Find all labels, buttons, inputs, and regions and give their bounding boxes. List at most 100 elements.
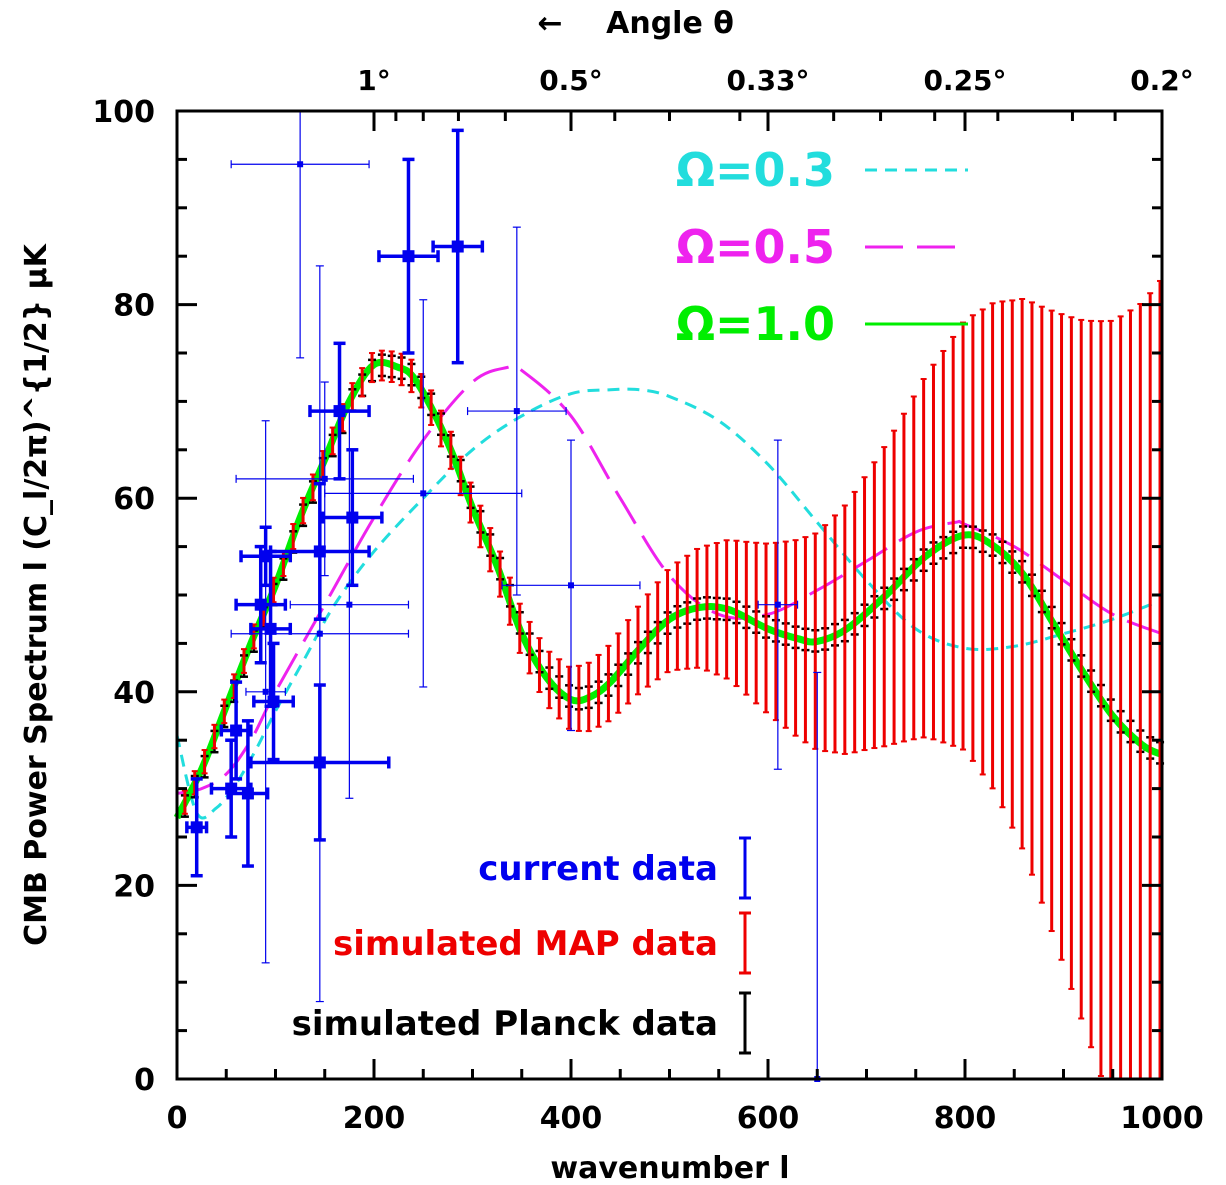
map-errorbar [457,455,464,497]
map-errorbar [1147,292,1154,1080]
x-tick-label: 1000 [1120,1101,1204,1136]
map-errorbar [684,554,691,670]
map-errorbar [1078,318,1085,1020]
map-errorbar [467,481,474,524]
map-errorbar [437,409,444,448]
map-errorbar [881,446,888,748]
map-errorbar [447,430,454,470]
map-errorbar [497,550,504,598]
top-tick-label: 1° [357,64,390,97]
current-data-point [234,544,288,665]
y-axis-title: CMB Power Spectrum l (C_l/2π)^{1/2} μK [19,242,54,946]
map-errorbar [1068,316,1075,990]
y-tick-label: 60 [113,482,155,517]
map-errorbar [378,349,385,382]
map-errorbar [300,496,307,525]
map-errorbar [487,527,494,573]
current-data-point [466,226,567,596]
top-axis-arrow: ← [537,6,562,41]
legend-label: Ω=0.5 [676,220,835,274]
map-errorbar [841,504,848,755]
map-errorbar [753,541,760,705]
map-errorbar [329,426,336,456]
map-errorbar [644,593,651,688]
x-tick-label: 800 [934,1101,997,1136]
map-errorbar [999,300,1006,809]
top-tick-label: 0.5° [539,64,603,97]
current-data-point [249,549,293,709]
x-axis-title: wavenumber l [550,1151,789,1185]
top-axis-title-text: Angle θ [606,6,734,41]
map-errorbar [792,539,799,737]
map-errorbar [201,749,208,775]
x-tick-label: 400 [540,1101,603,1136]
data-legend-label: simulated MAP data [333,924,718,964]
map-errorbar [428,389,435,426]
map-errorbar [664,569,671,674]
map-errorbar [556,658,563,720]
current-data-point [431,128,485,365]
map-errorbar [822,524,829,753]
current-data-point [501,439,641,732]
axis-ticks: 0 200 400 600 800 1000 0 20 40 60 80 100 1° 0.5° 0.33°… [92,64,1203,1136]
map-errorbar [575,664,582,732]
current-data-point [757,439,799,770]
map-errorbar [595,653,602,728]
current-data-point [185,777,209,878]
map-errorbar [930,363,937,741]
legend-label: Ω=0.3 [676,143,835,197]
top-tick-label: 0.25° [923,64,1006,97]
map-errorbar [940,349,947,744]
map-errorbar [1009,299,1016,829]
legend-label: Ω=1.0 [676,297,835,351]
y-tick-label: 20 [113,869,155,904]
map-errorbar [477,504,484,549]
map-errorbar [359,367,366,398]
current-data-point [226,719,270,868]
current-data-point [289,410,410,799]
current-data-layer [185,110,822,1082]
current-data-point [245,420,286,964]
map-errorbar [861,476,868,752]
map-errorbar [615,632,622,714]
map-errorbar [1038,305,1045,904]
map-errorbar [1028,301,1035,876]
map-errorbar [1019,298,1026,850]
map-errorbar [979,308,986,776]
map-errorbar [1127,309,1134,1080]
y-tick-label: 40 [113,676,155,711]
x-tick-label: 0 [167,1101,188,1136]
current-data-point [219,680,253,781]
map-errorbar [900,412,907,743]
x-tick-label: 200 [343,1101,406,1136]
omega-legend: Ω=0.3 Ω=0.5 Ω=1.0 [676,143,968,351]
current-data-point [230,265,410,1003]
map-errorbar [763,542,770,714]
map-errorbar [1097,320,1104,1078]
y-tick-label: 80 [113,289,155,324]
data-legend-label: current data [478,849,718,889]
map-errorbar [625,619,632,705]
map-errorbar [634,605,641,696]
y-tick-label: 0 [134,1063,155,1098]
map-errorbar [989,302,996,790]
x-tick-label: 600 [737,1101,800,1136]
map-errorbar [851,490,858,754]
map-errorbar [585,661,592,733]
map-errorbar [290,523,297,551]
map-errorbar [703,544,710,672]
current-data-point [252,641,295,762]
map-errorbar [891,429,898,745]
data-legend-label: simulated Planck data [292,1004,718,1044]
map-errorbar [743,540,750,696]
map-errorbar [831,514,838,754]
current-data-point [324,299,523,688]
top-axis-title: ← Angle θ [537,6,733,41]
top-tick-label: 0.2° [1130,64,1194,97]
map-errorbar [802,536,809,744]
map-errorbar [713,542,720,676]
map-errorbar [871,461,878,750]
map-errorbar [1088,319,1095,1049]
data-legend: current data simulated MAP data simulated … [292,836,751,1055]
